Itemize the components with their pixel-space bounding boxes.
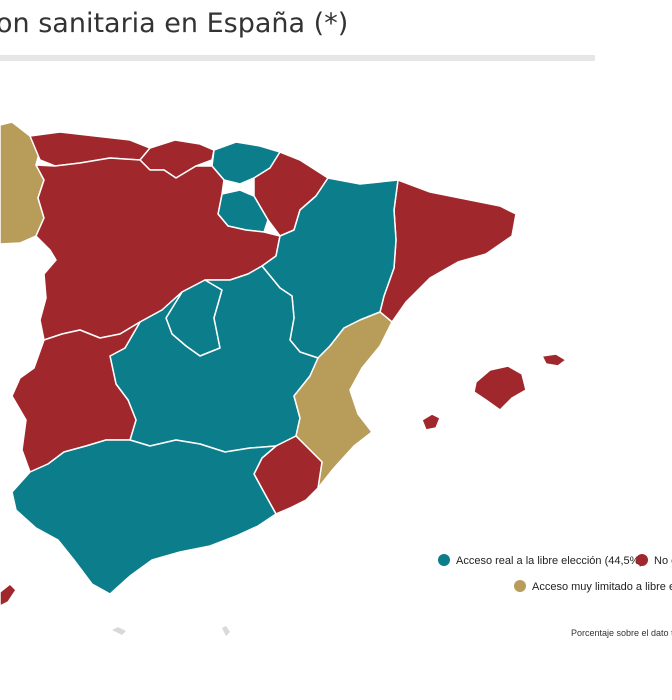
legend-swatch-red [636,554,648,566]
legend-label: Acceso real a la libre elección (44,5%) [456,555,644,568]
region-valencia[interactable] [293,311,393,489]
region-ibiza[interactable] [421,413,441,431]
region-andalucia[interactable] [11,439,277,595]
map-title: on sanitaria en España (*) [0,8,349,39]
region-menorca[interactable] [541,353,567,367]
legend-label: Acceso muy limitado a libre ele [532,581,672,594]
region-cataluna[interactable] [379,179,517,323]
footnote: Porcentaje sobre el dato to [571,628,672,638]
legend-swatch-teal [438,554,450,566]
islet-marks [112,626,230,636]
legend-item-muy-limitado: Acceso muy limitado a libre ele [514,580,672,593]
title-divider [0,55,595,61]
region-mallorca[interactable] [473,365,527,411]
legend-label: No e [654,555,672,568]
legend-item-libre-eleccion: Acceso real a la libre elección (44,5%) [438,554,643,567]
legend-swatch-gold [514,580,526,592]
legend-item-no-eleccion: No e [636,554,672,567]
region-canarias[interactable] [0,583,17,607]
